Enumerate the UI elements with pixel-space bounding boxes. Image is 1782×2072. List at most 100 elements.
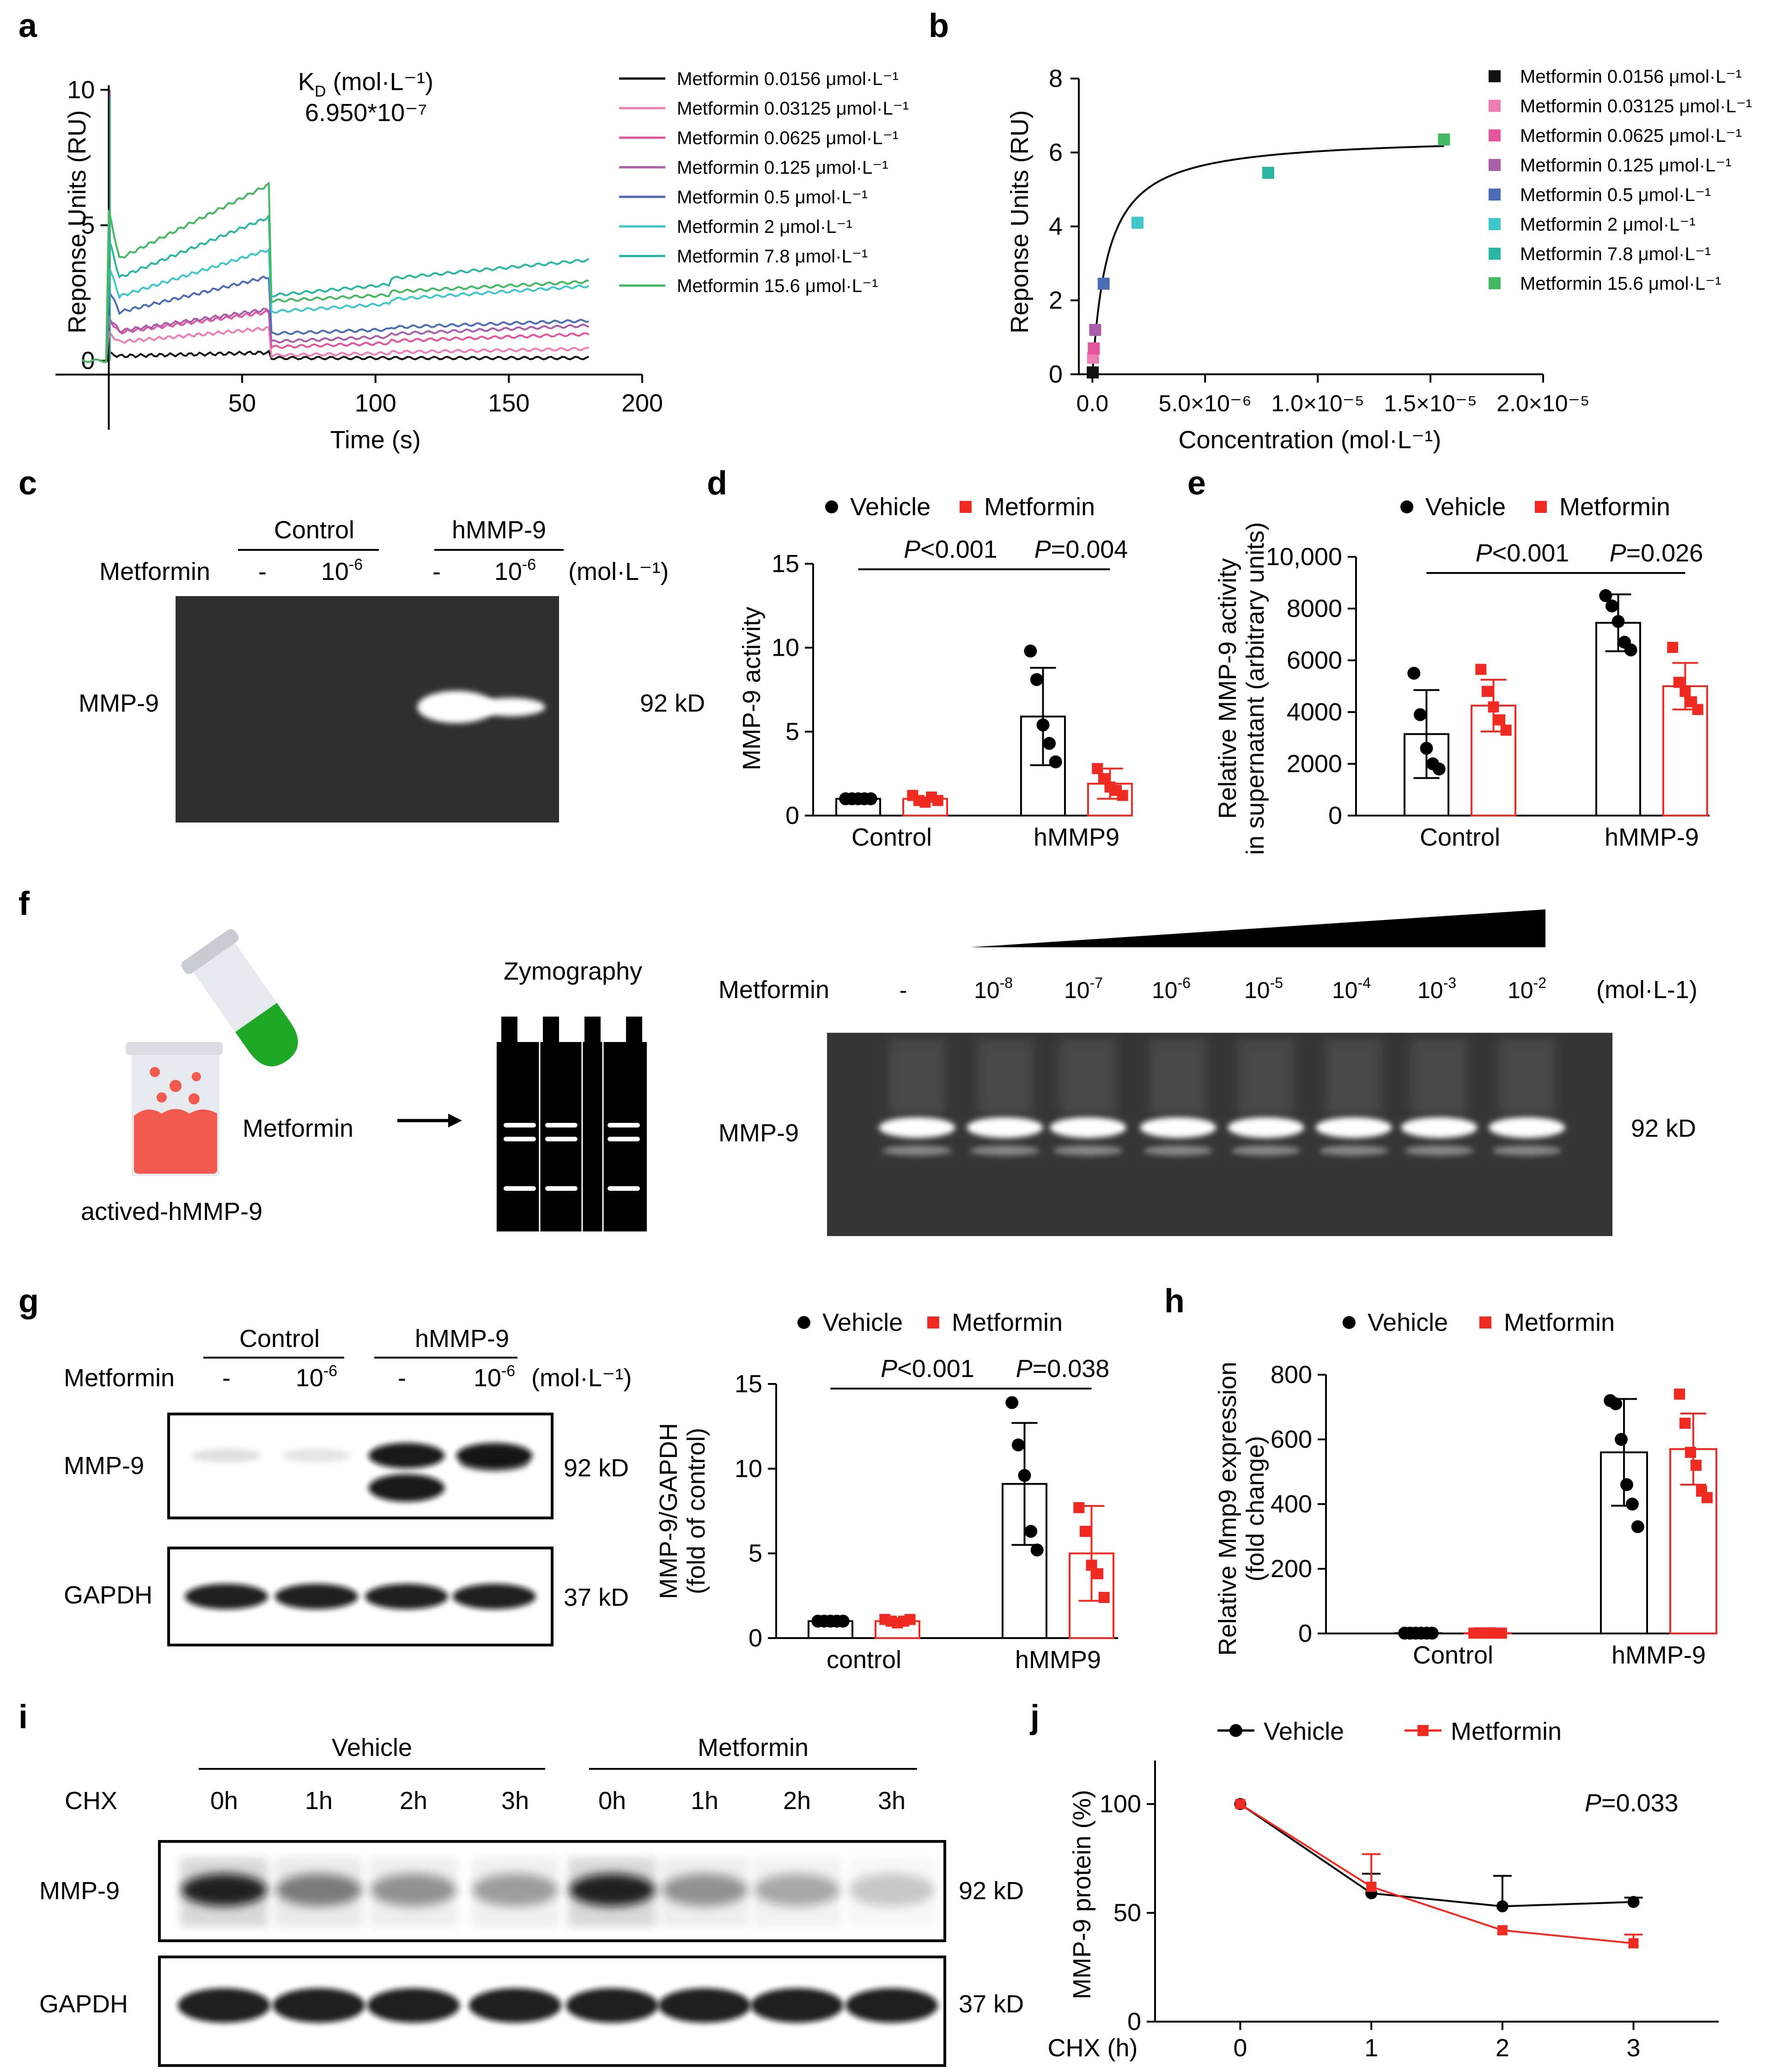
panel-e-point-metformin [1481,686,1493,697]
panel-a-curve-4 [81,307,590,363]
panel-g-point-vehicle [1005,1396,1019,1409]
panel-j-point-metformin [1628,1938,1639,1949]
panel-j-series-2-line [1240,1803,1634,1944]
panel-a-legend-label: Metformin 0.0156 μmol·L⁻¹ [677,69,899,89]
panel-a-legend-label: Metformin 2 μmol·L⁻¹ [677,217,852,237]
panel-g-band-label-1: MMP-9 [64,1452,144,1480]
arrow-right-icon [397,1114,462,1127]
panel-f-band [879,1117,955,1138]
panel-i-band-gapdh [469,1988,561,2023]
panel-g-point-metformin [904,1614,916,1625]
panel-g-y-tick-label: 10 [735,1455,762,1482]
panel-b-legend-label: Metformin 0.5 μmol·L⁻¹ [1520,185,1711,205]
panel-e-y-axis-label-2: in supernatant (arbitrary units) [1241,522,1269,855]
panel-b-legend-label: Metformin 0.03125 μmol·L⁻¹ [1520,96,1752,116]
panel-b-legend-swatch [1489,159,1501,171]
panel-f-lane-5: 10-5 [1244,975,1283,1003]
panel-f-band [1140,1117,1216,1138]
panel-g-stat-2: P=0.038 [1016,1355,1110,1383]
panel-b-legend-swatch [1489,129,1501,141]
panel-a-x-axis-label: Time (s) [330,426,421,454]
panel-h-y-tick-label: 0 [1298,1620,1312,1647]
panel-g-category-label: control [827,1646,901,1674]
panel-f-smear [1150,1040,1206,1114]
panel-f-lane-base: 10 [974,977,1000,1003]
panel-a-curve-5 [81,275,589,363]
panel-c-row-label: Metformin [99,558,210,585]
panel-h-category-label: Control [1413,1641,1493,1669]
panel-g-western-blot: Control hMMP-9 Metformin - 10-6 - 10-6 (… [64,1325,632,1646]
panel-g-point-metformin [1092,1568,1104,1579]
panel-e-point-vehicle [1605,599,1618,613]
panel-i-band-size-1: 92 kD [959,1877,1024,1905]
panel-i-lane-4: 3h [501,1787,529,1815]
panel-c-band-size: 92 kD [640,689,705,717]
panel-d-stat-2-p: P [1034,536,1051,563]
panel-a-y-tick-label: 5 [81,212,95,239]
panel-d-point-vehicle [1024,644,1037,658]
panel-e-stat-2: P=0.026 [1610,539,1703,567]
panel-b-y-tick-label: 4 [1049,213,1063,240]
panel-g-point-vehicle [1018,1469,1031,1482]
panel-a-x-tick-label: 150 [488,390,529,417]
panel-g-row-label: Metformin [64,1364,175,1392]
panel-c-bands [417,691,545,723]
panel-f-lane-base: 10 [1508,977,1533,1003]
panel-e-point-vehicle [1420,742,1433,755]
panel-e-stat-1-p: P [1476,539,1492,567]
panel-g-point-vehicle [1011,1438,1025,1451]
panel-i-band-mmp9 [849,1874,935,1906]
panel-g-stat-1-p: P [881,1355,897,1383]
panel-b-legend-label: Metformin 0.0156 μmol·L⁻¹ [1520,67,1742,87]
panel-b-legend-label: Metformin 7.8 μmol·L⁻¹ [1520,244,1711,264]
panel-e-y-axis-label-1: Relative MMP-9 activity [1214,558,1241,819]
panel-i-band-mmp9 [472,1874,558,1906]
panel-b-fit-curve [1091,145,1444,374]
panel-f-lane-base: 10 [1064,977,1090,1003]
panel-b-binding-curve: Metformin 0.0156 μmol·L⁻¹ Metformin 0.031… [1006,65,1752,454]
panel-i-lane-3: 2h [400,1787,427,1815]
panel-e-y-tick-label: 6000 [1287,646,1342,674]
panel-i-row-label: CHX [65,1787,117,1815]
panel-e-point-vehicle [1432,762,1446,776]
panel-g-band-mmp9-faint [192,1449,261,1463]
panel-d-legend-metformin-marker [960,501,972,513]
panel-g-band-label-2: GAPDH [64,1581,152,1609]
panel-c-band [476,698,545,716]
panel-f-lane-6: 10-4 [1332,975,1371,1003]
panel-c-band-core [426,696,487,718]
panel-a-curve-7 [81,213,590,363]
panel-d-y-tick-label: 10 [772,634,799,662]
panel-g-bar-chart: Vehicle Metformin 0 5 10 15 MMP-9/GAPDH (fold o… [655,1309,1118,1674]
panel-e-point-vehicle [1407,667,1421,680]
panel-d-category-label: hMMP9 [1034,823,1119,851]
panel-g-band-mmp9-lower [460,1453,529,1472]
panel-f-lane-3: 10-7 [1064,975,1103,1003]
panel-j-p-value-rest: =0.033 [1601,1789,1679,1817]
panel-label-f: f [18,885,30,922]
panel-i-band-mmp9 [371,1874,456,1906]
panel-h-legend-vehicle-marker [1343,1316,1356,1329]
panel-e-stat-2-rest: =0.026 [1626,539,1703,567]
panel-a-curve-1 [81,349,590,363]
panel-h-y-axis-label-1: Relative Mmp9 expression [1214,1362,1241,1656]
panel-g-stat-1: P<0.001 [881,1355,974,1383]
panel-d-y-tick-label: 0 [785,802,799,829]
panel-e-stat-1-rest: <0.001 [1492,539,1569,567]
panel-f-band [1315,1117,1392,1138]
panel-f-row-label: Metformin [718,976,829,1004]
panel-f-lane-labels: -10-8 10-7 10-6 10-5 10-4 10-3 10-2 [900,975,1546,1003]
panel-b-legend-swatch [1489,189,1501,201]
panel-i-band-gapdh [273,1988,365,2023]
panel-g-legend-metformin: Metformin [952,1309,1063,1336]
panel-f-band-lower [1492,1146,1562,1156]
panel-e-stat-1: P<0.001 [1476,539,1569,567]
panel-i-band-mmp9 [569,1874,655,1906]
panel-d-y-tick-label: 5 [785,718,799,745]
panel-i-western-blot: Vehicle Metformin CHX 0h 1h 2h 3h 0h 1h 2h 3h M… [39,1734,1024,2067]
panel-b-data-point [1087,366,1099,378]
panel-f-smear [1499,1040,1555,1114]
panel-j-y-tick-label: 100 [1100,1790,1141,1818]
panel-label-d: d [707,465,727,502]
panel-label-a: a [18,7,37,44]
